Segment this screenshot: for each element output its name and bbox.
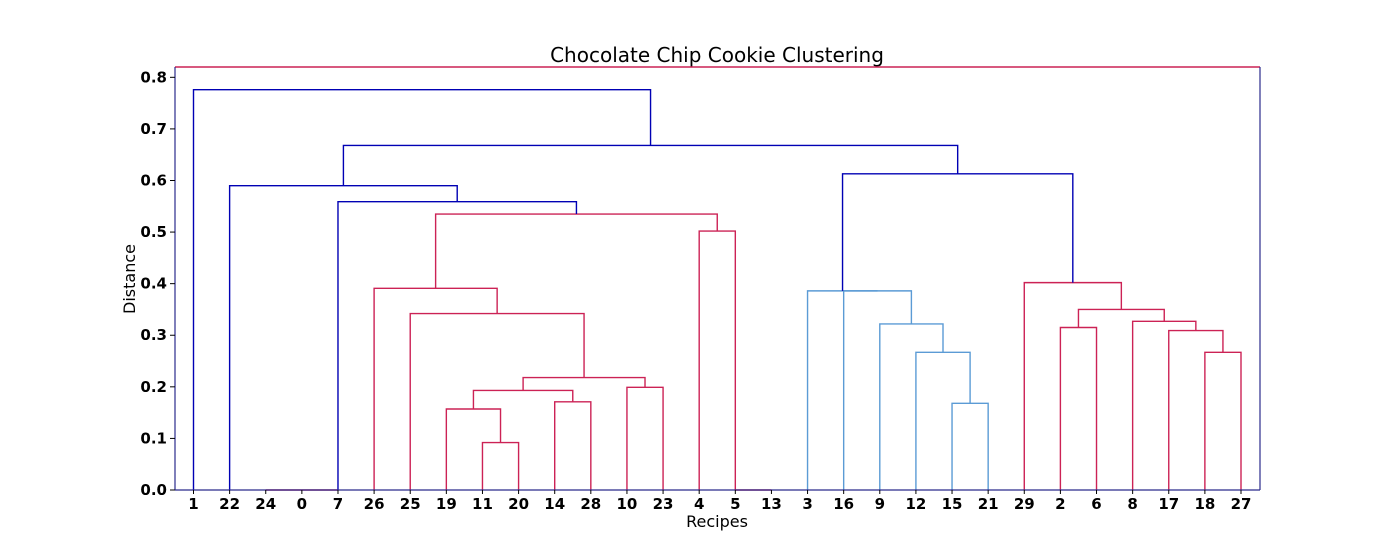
x-tick-label: 8 bbox=[1127, 495, 1137, 513]
y-axis-label: Distance bbox=[120, 244, 139, 314]
x-tick-label: 15 bbox=[942, 495, 963, 513]
dendrogram-link bbox=[481, 441, 520, 490]
x-tick-label: 13 bbox=[761, 495, 782, 513]
dendrogram-link bbox=[522, 376, 646, 391]
x-tick-label: 4 bbox=[694, 495, 704, 513]
x-tick-label: 17 bbox=[1158, 495, 1179, 513]
x-tick-label: 21 bbox=[978, 495, 999, 513]
dendrogram-link bbox=[841, 173, 1074, 291]
x-tick-label: 11 bbox=[472, 495, 493, 513]
x-tick-label: 27 bbox=[1231, 495, 1252, 513]
x-tick-label: 29 bbox=[1014, 495, 1035, 513]
x-axis-ticks: 1 22 24 0 7 26 25 19 11 20 14 28 10 23 4 5 13 3 16 9 12 15 21 2… bbox=[188, 490, 1251, 513]
x-tick-label: 5 bbox=[730, 495, 740, 513]
x-axis-label: Recipes bbox=[686, 512, 748, 531]
x-tick-label: 3 bbox=[802, 495, 812, 513]
y-tick-label: 0.8 bbox=[140, 68, 167, 86]
y-axis-ticks: 0.0 0.1 0.2 0.3 0.4 0.5 0.6 0.7 0.8 bbox=[140, 68, 175, 499]
x-tick-label: 19 bbox=[436, 495, 457, 513]
dendrogram-link bbox=[342, 144, 959, 186]
dendrogram-link bbox=[373, 287, 498, 490]
dendrogram-link bbox=[951, 402, 989, 490]
dendrogram-link bbox=[626, 386, 664, 490]
dendrogram-link bbox=[806, 290, 878, 490]
dendrogram-link bbox=[842, 290, 913, 490]
dendrogram-link bbox=[472, 389, 574, 410]
x-tick-label: 12 bbox=[905, 495, 926, 513]
dendrogram-link bbox=[915, 351, 971, 490]
y-tick-label: 0.3 bbox=[140, 326, 167, 344]
dendrogram-link bbox=[1131, 320, 1197, 490]
x-tick-label: 28 bbox=[580, 495, 601, 513]
x-tick-label: 22 bbox=[219, 495, 240, 513]
dendrogram-link bbox=[1204, 351, 1242, 490]
y-tick-label: 0.2 bbox=[140, 378, 167, 396]
x-tick-label: 6 bbox=[1091, 495, 1101, 513]
dendrogram-link bbox=[445, 408, 502, 490]
x-tick-label: 1 bbox=[188, 495, 198, 513]
x-tick-label: 7 bbox=[333, 495, 343, 513]
x-tick-label: 20 bbox=[508, 495, 529, 513]
dendrogram-link bbox=[1023, 281, 1123, 490]
x-tick-label: 18 bbox=[1194, 495, 1215, 513]
chart-title: Chocolate Chip Cookie Clustering bbox=[550, 43, 884, 67]
y-tick-label: 0.7 bbox=[140, 120, 167, 138]
x-tick-label: 14 bbox=[544, 495, 565, 513]
dendrogram-link bbox=[1168, 329, 1224, 490]
dendrogram-links bbox=[192, 88, 1242, 491]
x-tick-label: 23 bbox=[653, 495, 674, 513]
x-tick-label: 9 bbox=[875, 495, 885, 513]
dendrogram-link bbox=[879, 323, 944, 490]
x-tick-label: 0 bbox=[297, 495, 307, 513]
dendrogram-link bbox=[337, 200, 578, 490]
x-tick-label: 2 bbox=[1055, 495, 1065, 513]
dendrogram-link bbox=[192, 88, 652, 490]
dendrogram-link bbox=[1077, 308, 1165, 328]
dendrogram-link bbox=[1059, 326, 1098, 490]
dendrogram-link bbox=[228, 184, 458, 490]
x-tick-label: 16 bbox=[833, 495, 854, 513]
y-tick-label: 0.5 bbox=[140, 223, 167, 241]
dendrogram-link bbox=[554, 401, 592, 490]
dendrogram-link bbox=[698, 230, 737, 490]
x-tick-label: 25 bbox=[400, 495, 421, 513]
x-tick-label: 24 bbox=[255, 495, 276, 513]
x-tick-label: 26 bbox=[364, 495, 385, 513]
y-tick-label: 0.1 bbox=[140, 429, 167, 447]
dendrogram-link bbox=[434, 213, 718, 289]
y-tick-label: 0.6 bbox=[140, 171, 167, 189]
y-tick-label: 0.0 bbox=[140, 481, 167, 499]
x-tick-label: 10 bbox=[617, 495, 638, 513]
y-tick-label: 0.4 bbox=[140, 275, 167, 293]
